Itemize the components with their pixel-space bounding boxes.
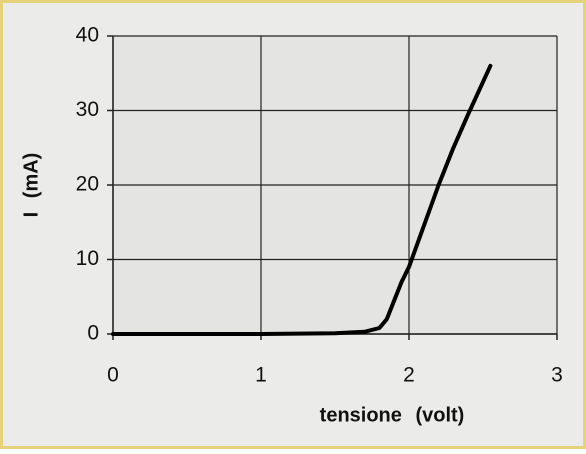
data-line (111, 63, 493, 336)
y-axis-title: I (mA) (20, 153, 42, 218)
x-tick-label: 1 (255, 364, 267, 387)
y-tick-label: 10 (76, 247, 99, 270)
y-tick-label: 40 (76, 24, 99, 47)
x-tick-label: 0 (107, 364, 119, 387)
y-tick-label: 30 (76, 98, 99, 121)
x-tick-label: 2 (403, 364, 415, 387)
x-tick-label: 3 (551, 364, 563, 387)
x-axis-title: tensione (volt) (320, 404, 465, 426)
y-tick-label: 0 (87, 322, 99, 345)
y-tick-label: 20 (76, 173, 99, 196)
